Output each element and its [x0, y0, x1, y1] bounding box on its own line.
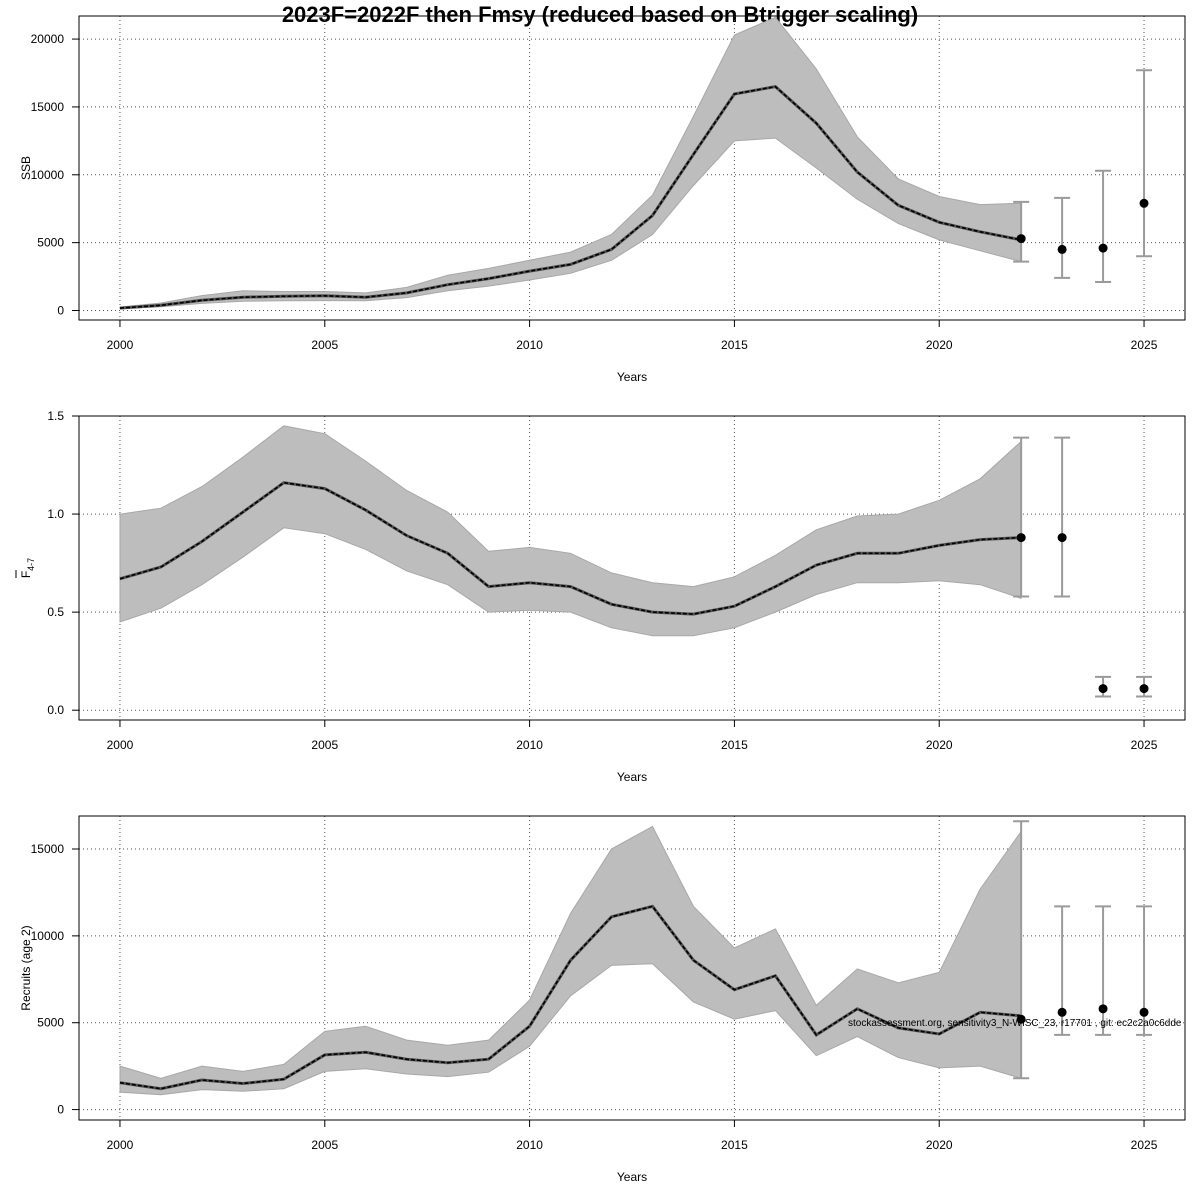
- y-tick-label: 15000: [31, 842, 65, 856]
- x-tick-label: 2000: [107, 338, 134, 352]
- recruits-panel: 2000 2005 2010 2015 2020 2025 0 5000 10000 15000 Y…: [19, 815, 1186, 1184]
- x-tick-label: 2000: [107, 1138, 134, 1152]
- estimate-line: [119, 481, 1022, 615]
- projection-point: [1016, 234, 1026, 244]
- projection-point: [1098, 684, 1108, 694]
- x-tick-label: 2010: [516, 738, 543, 752]
- y-axis-label: Recruits (age 2): [19, 925, 33, 1010]
- x-tick-label: 2025: [1131, 1138, 1158, 1152]
- y-tick-label: 1.0: [47, 507, 64, 521]
- projection-point: [1016, 1014, 1026, 1024]
- fbar-panel: 2000 2005 2010 2015 2020 2025 0.0 0.5 1.0 1.5 Year…: [15, 409, 1186, 784]
- x-tick-label: 2015: [721, 1138, 748, 1152]
- y-tick-label: 1.5: [47, 409, 64, 423]
- x-axis-label: Years: [617, 370, 647, 384]
- x-axis-label: Years: [617, 1170, 647, 1184]
- ssb-panel: 2000 2005 2010 2015 2020 2025 0 5000 10000 15000 2…: [19, 15, 1186, 384]
- chart-title: 2023F=2022F then Fmsy (reduced based on …: [281, 2, 919, 27]
- x-tick-label: 2010: [516, 338, 543, 352]
- projection-point: [1139, 684, 1149, 694]
- y-tick-label: 0.5: [47, 605, 64, 619]
- x-tick-label: 2005: [311, 738, 338, 752]
- x-tick-label: 2000: [107, 738, 134, 752]
- plot-frame: [78, 15, 1186, 321]
- projection-point: [1057, 1007, 1067, 1017]
- y-axis-label: SSB: [19, 156, 33, 180]
- y-tick-label: 5000: [37, 236, 64, 250]
- x-tick-label: 2020: [926, 338, 953, 352]
- plot-frame: [78, 815, 1186, 1121]
- y-axis-label: F4-7: [19, 558, 36, 578]
- x-tick-label: 2010: [516, 1138, 543, 1152]
- plot-frame: [78, 415, 1186, 721]
- x-tick-label: 2025: [1131, 738, 1158, 752]
- projection-point: [1016, 533, 1026, 543]
- x-tick-label: 2025: [1131, 338, 1158, 352]
- y-tick-label: 5000: [37, 1016, 64, 1030]
- projection-point: [1057, 533, 1067, 543]
- y-tick-label: 10000: [31, 929, 65, 943]
- x-tick-label: 2020: [926, 738, 953, 752]
- confidence-band: [119, 425, 1022, 637]
- y-tick-label: 15000: [31, 100, 65, 114]
- y-tick-label: 10000: [31, 168, 65, 182]
- footnote-text: stockassessment.org, sensitivity3_N-WISC…: [848, 1018, 1182, 1029]
- x-tick-label: 2015: [721, 738, 748, 752]
- y-tick-label: 0: [57, 304, 64, 318]
- x-tick-label: 2015: [721, 338, 748, 352]
- x-tick-label: 2005: [311, 1138, 338, 1152]
- y-tick-label: 0.0: [47, 703, 64, 717]
- y-tick-label: 0: [57, 1103, 64, 1117]
- x-axis-label: Years: [617, 770, 647, 784]
- x-tick-label: 2020: [926, 1138, 953, 1152]
- estimate-line: [119, 85, 1022, 309]
- projection-point: [1139, 1007, 1149, 1017]
- x-tick-label: 2005: [311, 338, 338, 352]
- projection-point: [1098, 1004, 1108, 1014]
- y-tick-label: 20000: [31, 32, 65, 46]
- estimate-line: [119, 905, 1022, 1090]
- projection-point: [1098, 243, 1108, 253]
- projection-point: [1057, 244, 1067, 254]
- projection-point: [1139, 198, 1149, 208]
- y-axis-label-subscript: 4-7: [26, 558, 36, 571]
